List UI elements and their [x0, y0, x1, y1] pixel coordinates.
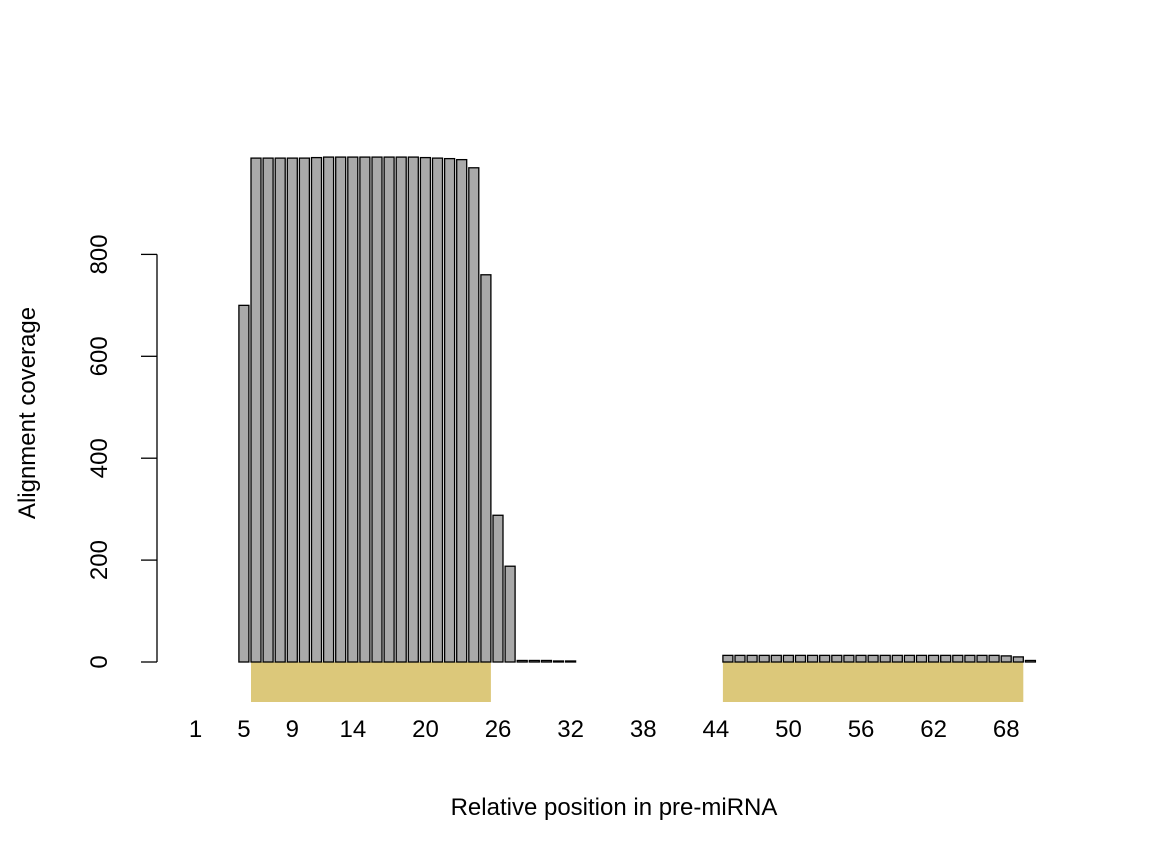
x-tick-label-56: 56 — [848, 716, 875, 743]
bar-pos-19 — [407, 156, 419, 663]
bar-pos-58 — [879, 654, 891, 663]
bar-pos-28 — [516, 659, 528, 663]
x-tick-label-68: 68 — [993, 716, 1020, 743]
bar-pos-66 — [976, 654, 988, 663]
bar-pos-32 — [564, 660, 577, 663]
bar-pos-68 — [1000, 655, 1012, 663]
bar-pos-69 — [1012, 656, 1024, 663]
bar-pos-61 — [915, 654, 928, 663]
bar-pos-30 — [540, 659, 553, 663]
x-tick-label-26: 26 — [485, 716, 512, 743]
bar-pos-13 — [335, 156, 347, 663]
bar-pos-12 — [322, 156, 335, 663]
x-tick-label-9: 9 — [286, 716, 299, 743]
y-tick-label-200: 200 — [86, 540, 113, 580]
bar-pos-55 — [843, 654, 855, 663]
bar-pos-52 — [806, 654, 819, 663]
x-tick-label-32: 32 — [557, 716, 584, 743]
y-tick-label-400: 400 — [86, 438, 113, 478]
bar-pos-59 — [891, 654, 903, 663]
bar-pos-9 — [286, 157, 298, 663]
bar-pos-7 — [262, 157, 274, 663]
bar-pos-17 — [383, 156, 395, 663]
bar-pos-25 — [480, 274, 492, 663]
bar-pos-14 — [347, 156, 359, 663]
bar-pos-54 — [831, 654, 843, 663]
bar-pos-6 — [250, 157, 262, 663]
bar-pos-56 — [855, 654, 867, 663]
bar-pos-10 — [298, 157, 311, 663]
x-tick-label-5: 5 — [237, 716, 250, 743]
bar-pos-62 — [927, 654, 940, 663]
bar-pos-67 — [988, 654, 1000, 663]
bar-pos-20 — [419, 156, 432, 663]
y-axis-label: Alignment coverage — [14, 307, 41, 519]
bar-pos-8 — [274, 157, 286, 663]
bar-pos-21 — [431, 157, 444, 663]
mature-region-band-1 — [251, 662, 491, 702]
bar-pos-24 — [468, 167, 480, 663]
bar-pos-23 — [456, 158, 468, 663]
bar-pos-57 — [867, 654, 879, 663]
x-tick-label-20: 20 — [412, 716, 439, 743]
bar-pos-31 — [552, 660, 565, 663]
bar-pos-49 — [770, 654, 782, 663]
x-tick-label-50: 50 — [775, 716, 802, 743]
bar-pos-18 — [395, 156, 407, 663]
bar-pos-46 — [734, 654, 746, 663]
bar-pos-64 — [952, 654, 964, 663]
bar-pos-45 — [722, 654, 734, 663]
x-tick-label-1: 1 — [189, 716, 202, 743]
x-tick-label-44: 44 — [702, 716, 729, 743]
bar-pos-11 — [310, 156, 323, 663]
bar-pos-29 — [528, 659, 540, 663]
bar-pos-16 — [371, 156, 383, 663]
bar-pos-50 — [782, 654, 795, 663]
coverage-bars — [238, 156, 1037, 663]
x-tick-label-38: 38 — [630, 716, 657, 743]
y-axis: 0 200 400 600 800 — [86, 234, 158, 669]
x-axis-label: Relative position in pre-miRNA — [451, 794, 778, 821]
mature-region-bands — [251, 662, 1024, 702]
bar-pos-65 — [964, 654, 976, 663]
bar-pos-53 — [819, 654, 831, 663]
x-tick-labels: 1 5 9 14 20 26 32 38 44 50 56 62 68 — [189, 716, 1020, 743]
bar-pos-27 — [504, 565, 516, 663]
bar-pos-22 — [443, 157, 456, 663]
bar-pos-70 — [1024, 659, 1037, 663]
y-tick-label-0: 0 — [86, 655, 113, 668]
bar-pos-5 — [238, 304, 250, 663]
bar-pos-48 — [758, 654, 770, 663]
y-tick-label-600: 600 — [86, 336, 113, 376]
bar-pos-51 — [794, 654, 807, 663]
bar-pos-60 — [903, 654, 916, 663]
x-tick-label-14: 14 — [339, 716, 366, 743]
bar-pos-63 — [940, 654, 952, 663]
mature-region-band-2 — [722, 662, 1024, 702]
bar-pos-26 — [492, 514, 504, 663]
x-tick-label-62: 62 — [920, 716, 947, 743]
bar-pos-15 — [359, 156, 371, 663]
bar-pos-47 — [746, 654, 758, 663]
y-tick-label-800: 800 — [86, 234, 113, 274]
